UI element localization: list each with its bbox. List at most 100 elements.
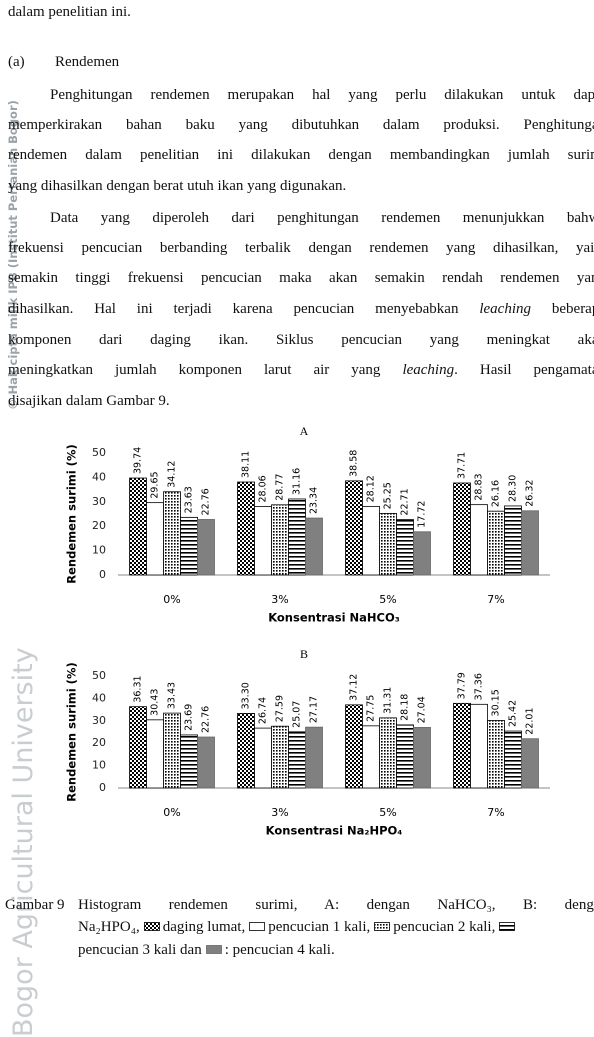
bar <box>180 734 198 789</box>
legend-entry: daging lumat <box>162 919 242 935</box>
bar <box>237 481 255 576</box>
bar <box>180 516 198 576</box>
bar <box>163 491 181 576</box>
caption-line: Histogram rendemen surimi, A: dengan NaH… <box>78 897 594 913</box>
x-tick-label: 7% <box>487 806 504 819</box>
bar <box>396 724 414 789</box>
data-label: 36.31 <box>133 675 144 702</box>
separator: : <box>224 942 229 958</box>
bar <box>345 480 363 576</box>
data-label: 17.72 <box>417 501 428 528</box>
separator: , <box>491 919 496 935</box>
text-line: yang dihasilkan dengan berat utuh ikan y… <box>8 178 347 194</box>
x-axis-label: Konsentrasi Na₂HPO₄ <box>266 824 403 838</box>
data-label: 31.31 <box>383 687 394 714</box>
legend-swatch <box>374 922 391 931</box>
y-axis-label: Rendemen surimi (%) <box>65 662 79 801</box>
bar <box>453 702 471 789</box>
bar <box>396 519 414 576</box>
section-title: Rendemen <box>55 54 120 70</box>
bar <box>254 506 272 576</box>
bar <box>305 726 323 789</box>
data-label: 37.36 <box>474 673 485 700</box>
data-label: 28.83 <box>474 473 485 500</box>
legend-entry: pencucian 4 kali <box>232 942 331 958</box>
caption-label: Gambar 9 <box>5 897 65 913</box>
data-label: 39.74 <box>133 447 144 474</box>
y-tick-label: 10 <box>92 759 106 772</box>
data-label: 23.34 <box>309 487 320 514</box>
text-line: Penghitungan rendemen merupakan hal yang… <box>50 87 594 103</box>
data-label: 22.76 <box>201 488 212 515</box>
caption-text: Na₂HPO₄, <box>78 919 140 935</box>
data-label: 28.18 <box>400 694 411 721</box>
data-label: 30.43 <box>150 689 161 716</box>
data-label: 28.30 <box>508 475 519 502</box>
text: meningkatkan jumlah komponen larut air y… <box>8 362 381 378</box>
text-line: dalam penelitian ini. <box>8 4 131 20</box>
text-line: dihasilkan. Hal ini terjadi karena pencu… <box>8 300 594 318</box>
y-tick-label: 10 <box>92 544 106 557</box>
bar <box>163 712 181 789</box>
bar <box>362 505 380 576</box>
data-label: 30.15 <box>491 689 502 716</box>
x-tick-label: 5% <box>379 593 396 606</box>
y-axis-label: Rendemen surimi (%) <box>65 444 79 583</box>
section-heading: (a) Rendemen <box>8 53 594 71</box>
separator: , <box>241 919 246 935</box>
data-label: 37.12 <box>349 674 360 701</box>
data-label: 28.06 <box>258 475 269 502</box>
x-tick-label: 7% <box>487 593 504 606</box>
bar <box>345 704 363 789</box>
text-line: semakin tinggi frekuensi pencucian maka … <box>8 270 594 286</box>
x-tick-label: 3% <box>271 806 288 819</box>
text: . Hasil pengamatan <box>454 362 594 378</box>
text: beberapa <box>551 301 594 317</box>
bar <box>197 736 215 789</box>
data-label: 27.04 <box>417 696 428 723</box>
data-label: 26.16 <box>491 480 502 507</box>
legend-entry: pencucian 3 kali <box>78 942 177 958</box>
bar <box>470 504 488 576</box>
text-line: komponen dari daging ikan. Siklus pencuc… <box>8 332 594 348</box>
bar <box>379 717 397 789</box>
bar <box>237 713 255 789</box>
text-line: memperkirakan bahan baku yang dibutuhkan… <box>8 117 594 133</box>
y-tick-label: 30 <box>92 714 106 727</box>
chart-title: A <box>300 424 309 438</box>
bar <box>487 720 505 789</box>
y-tick-label: 20 <box>92 736 106 749</box>
x-tick-label: 0% <box>163 806 180 819</box>
bar <box>379 512 397 576</box>
data-label: 26.32 <box>525 480 536 507</box>
y-tick-label: 20 <box>92 519 106 532</box>
bar <box>254 727 272 789</box>
bar <box>197 519 215 576</box>
separator: . <box>330 942 335 958</box>
text-line: disajikan dalam Gambar 9. <box>8 393 170 409</box>
separator: , <box>366 919 371 935</box>
bar <box>453 482 471 576</box>
y-tick-label: 40 <box>92 470 106 483</box>
x-axis-label: Konsentrasi NaHCO₃ <box>268 611 400 625</box>
separator: dan <box>180 942 202 958</box>
data-label: 37.71 <box>457 452 468 479</box>
section-label: (a) <box>8 54 25 70</box>
legend-entry: pencucian 2 kali <box>393 919 492 935</box>
data-label: 27.59 <box>275 695 286 722</box>
legend-swatch-fill <box>249 922 266 931</box>
y-tick-label: 50 <box>92 669 106 682</box>
data-label: 28.12 <box>366 475 377 502</box>
bar <box>487 510 505 576</box>
bar <box>504 505 522 576</box>
legend-swatch-fill <box>374 922 391 931</box>
data-label: 31.16 <box>292 468 303 495</box>
bar <box>521 738 539 789</box>
data-label: 27.17 <box>309 696 320 723</box>
y-tick-label: 0 <box>99 781 106 794</box>
bar <box>470 703 488 789</box>
legend-swatch <box>143 922 160 931</box>
legend-swatch <box>499 922 516 931</box>
